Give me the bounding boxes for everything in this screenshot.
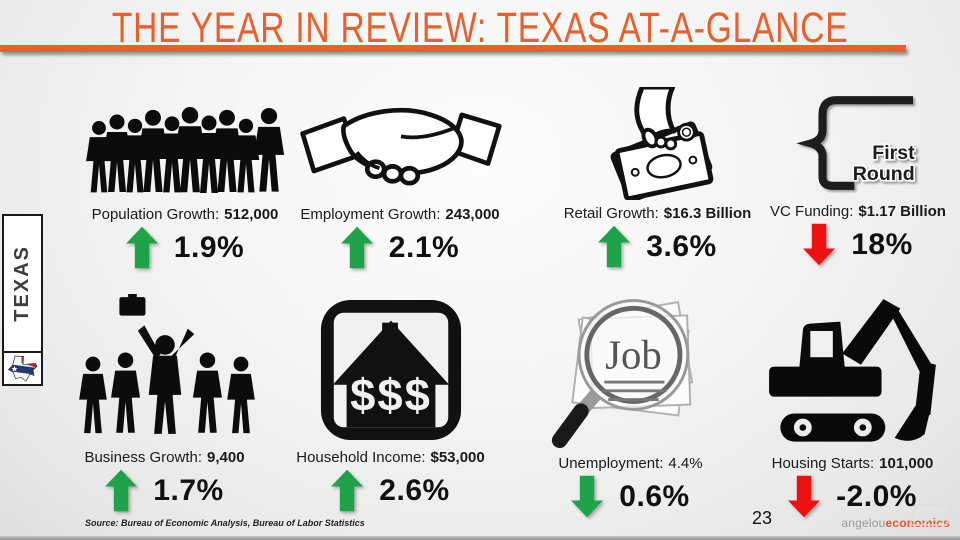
- page-title: THE YEAR IN REVIEW: TEXAS AT-A-GLANCE: [111, 4, 849, 52]
- house-dollars-icon: $$$: [320, 299, 461, 441]
- stat-panel-retail: Retail Growth: $16.3 Billion 3.6%: [545, 86, 770, 268]
- stat-label: VC Funding: $1.17 Billion: [770, 203, 946, 220]
- down-arrow-icon: [803, 223, 836, 266]
- stat-change: 18%: [851, 227, 913, 261]
- stat-panel-vc-funding: First Round VC Funding: $1.17 Billion 18%: [758, 90, 958, 266]
- stat-panel-business: Business Growth: 9,400 1.7%: [52, 292, 277, 512]
- up-arrow-icon: [105, 469, 138, 512]
- logo-angelou: angelou: [841, 516, 886, 530]
- stat-label: Employment Growth: 243,000: [300, 206, 500, 223]
- stat-value: $16.3 Billion: [663, 205, 752, 222]
- source-note: Source: Bureau of Economic Analysis, Bur…: [85, 518, 365, 528]
- up-arrow-icon: [340, 226, 373, 269]
- job-text: Job: [605, 332, 662, 377]
- stat-label: Business Growth: 9,400: [84, 449, 245, 466]
- stat-change: 2.1%: [388, 230, 460, 264]
- page-number: 23: [752, 508, 773, 528]
- stat-change: -2.0%: [836, 479, 917, 513]
- up-arrow-icon: [125, 226, 158, 269]
- angelou-economics-logo: angeloueconomics: [841, 504, 953, 530]
- stat-change: 3.6%: [646, 229, 717, 263]
- stat-value: $1.17 Billion: [858, 203, 946, 220]
- stat-change: 1.9%: [173, 230, 245, 264]
- stat-change: 2.6%: [379, 473, 450, 507]
- stat-panel-population: Population Growth: 512,000 1.9%: [65, 95, 305, 269]
- stat-value: 4.4%: [668, 455, 703, 472]
- up-arrow-icon: [598, 225, 631, 268]
- up-arrow-icon: [331, 469, 364, 512]
- stat-change: 1.7%: [153, 473, 224, 507]
- sidebar-texas-label: TEXAS: [11, 245, 33, 322]
- down-arrow-icon: [788, 475, 821, 518]
- first-round-text-line1: First: [872, 142, 915, 164]
- first-round-text-line2: Round: [853, 163, 915, 185]
- handshake-icon: [299, 107, 502, 186]
- job-search-icon: Job: [551, 299, 694, 449]
- stat-panel-household-income: $$$ Household Income: $53,000 2.6%: [283, 294, 498, 512]
- logo-watermark: [909, 504, 953, 526]
- population-crowd-icon: [85, 107, 284, 193]
- stat-label: Retail Growth: $16.3 Billion: [563, 205, 752, 222]
- first-round-logo-icon: First Round: [796, 96, 917, 190]
- house-dollars-text: $$$: [350, 369, 432, 420]
- business-people-icon: [78, 294, 255, 434]
- money-hand-icon: [610, 87, 714, 200]
- stat-label: Household Income: $53,000: [296, 449, 485, 466]
- stat-label: Population Growth: 512,000: [91, 206, 279, 223]
- stat-change: 0.6%: [619, 479, 690, 513]
- stat-value: 243,000: [445, 206, 500, 223]
- stat-panel-housing-starts: Housing Starts: 101,000 -2.0%: [745, 284, 960, 518]
- title-underline: [0, 45, 906, 52]
- stat-value: 512,000: [224, 206, 279, 223]
- stat-value: 101,000: [879, 455, 934, 472]
- sidebar-texas-banner: TEXAS: [2, 214, 43, 353]
- stat-label: Unemployment: 4.4%: [558, 455, 703, 472]
- texas-flag-icon: [7, 355, 38, 382]
- stat-panel-employment: Employment Growth: 243,000 2.1%: [285, 95, 515, 269]
- down-arrow-icon: [571, 475, 604, 518]
- stat-value: $53,000: [430, 449, 485, 466]
- stat-label: Housing Starts: 101,000: [771, 455, 934, 472]
- stat-panel-unemployment: Job Unemployment: 4.4% 0.6%: [528, 284, 733, 518]
- texas-flag-box: [2, 351, 43, 386]
- stat-value: 9,400: [207, 449, 245, 466]
- excavator-icon: [769, 299, 936, 442]
